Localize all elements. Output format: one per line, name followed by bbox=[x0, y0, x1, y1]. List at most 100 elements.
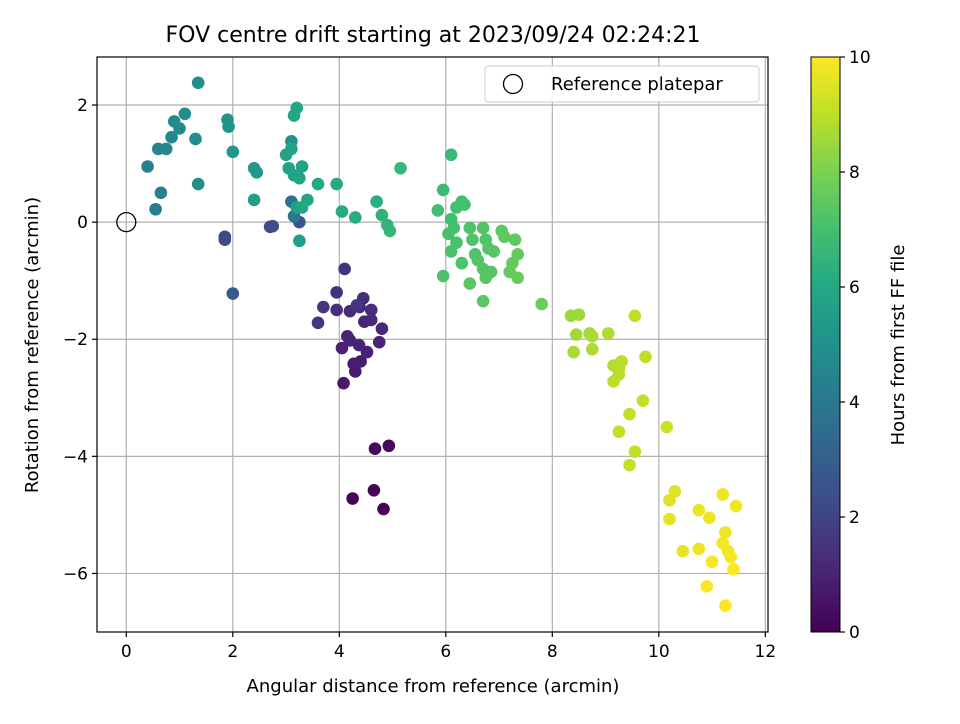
data-point bbox=[337, 376, 350, 390]
data-point bbox=[293, 234, 306, 248]
colorbar-tick-label: 8 bbox=[849, 163, 860, 183]
data-point bbox=[348, 211, 362, 224]
data-point bbox=[290, 101, 304, 115]
data-point bbox=[383, 224, 397, 238]
data-point bbox=[370, 195, 383, 208]
data-point bbox=[567, 345, 580, 359]
data-point bbox=[663, 493, 676, 507]
colorbar: 0 2 4 6 8 10 Hours from first FF file bbox=[810, 48, 909, 643]
x-axis-ticks: 0 2 4 6 8 10 12 bbox=[121, 632, 776, 662]
data-point bbox=[375, 208, 389, 222]
data-point bbox=[660, 420, 674, 434]
y-tick-label: −2 bbox=[63, 330, 88, 350]
data-point bbox=[377, 502, 390, 516]
data-point bbox=[569, 328, 583, 341]
data-point bbox=[585, 342, 599, 356]
data-point bbox=[700, 580, 714, 593]
data-point bbox=[705, 555, 719, 569]
data-point bbox=[364, 313, 378, 327]
data-point bbox=[612, 425, 626, 439]
data-point bbox=[442, 227, 455, 241]
data-point bbox=[455, 256, 469, 270]
data-point bbox=[628, 309, 642, 323]
data-point bbox=[382, 439, 396, 453]
data-point bbox=[639, 350, 652, 364]
colorbar-tick-label: 4 bbox=[849, 393, 860, 413]
legend-box bbox=[484, 65, 760, 103]
colorbar-label: Hours from first FF file bbox=[888, 245, 909, 446]
data-point bbox=[266, 219, 280, 233]
data-point bbox=[444, 148, 458, 162]
data-point bbox=[444, 245, 458, 258]
data-point bbox=[335, 205, 349, 218]
data-point bbox=[466, 233, 479, 246]
data-point bbox=[716, 488, 730, 501]
data-point bbox=[479, 271, 493, 285]
data-point bbox=[623, 407, 636, 421]
x-axis-label: Angular distance from reference (arcmin) bbox=[247, 676, 620, 697]
data-point bbox=[498, 230, 511, 244]
data-point bbox=[330, 177, 343, 191]
data-point bbox=[354, 355, 367, 368]
x-tick-label: 10 bbox=[648, 642, 670, 662]
data-point bbox=[226, 287, 240, 300]
y-axis-ticks: 2 0 −2 −4 −6 bbox=[63, 96, 97, 584]
y-axis-label: Rotation from reference (arcmin) bbox=[22, 197, 43, 493]
data-point bbox=[295, 160, 309, 173]
data-point bbox=[149, 202, 162, 216]
data-point bbox=[615, 355, 628, 368]
colorbar-gradient bbox=[811, 57, 840, 632]
data-point bbox=[394, 161, 407, 175]
data-point bbox=[247, 193, 261, 207]
data-point bbox=[178, 107, 192, 121]
data-point bbox=[340, 330, 354, 343]
data-point bbox=[352, 338, 366, 352]
data-point bbox=[572, 308, 586, 321]
x-tick-label: 8 bbox=[547, 642, 558, 662]
x-tick-label: 6 bbox=[440, 642, 451, 662]
data-point bbox=[330, 286, 343, 299]
data-point bbox=[317, 300, 330, 314]
data-point bbox=[487, 245, 501, 258]
data-point bbox=[719, 599, 732, 612]
data-point bbox=[189, 132, 202, 146]
data-point bbox=[724, 550, 738, 564]
x-tick-label: 2 bbox=[227, 642, 238, 662]
data-point bbox=[141, 160, 154, 173]
data-point bbox=[692, 542, 706, 556]
data-point bbox=[476, 294, 490, 308]
colorbar-tick-label: 0 bbox=[849, 623, 860, 643]
data-point bbox=[612, 368, 626, 381]
data-point bbox=[375, 322, 389, 335]
data-point bbox=[508, 233, 522, 246]
data-point bbox=[335, 341, 349, 355]
legend: Reference platepar bbox=[484, 65, 760, 103]
colorbar-tick-label: 6 bbox=[849, 278, 860, 298]
data-point bbox=[368, 442, 382, 456]
data-point bbox=[463, 277, 477, 290]
data-point bbox=[285, 142, 298, 156]
data-point bbox=[167, 115, 181, 128]
data-point bbox=[463, 221, 477, 235]
data-point bbox=[367, 483, 381, 497]
data-point bbox=[165, 130, 178, 144]
data-point bbox=[293, 171, 306, 185]
data-point bbox=[311, 177, 325, 191]
reference-marker bbox=[116, 211, 137, 233]
data-point bbox=[295, 201, 309, 214]
colorbar-tick-label: 2 bbox=[849, 508, 860, 528]
legend-label: Reference platepar bbox=[551, 74, 723, 95]
x-tick-label: 4 bbox=[334, 642, 345, 662]
colorbar-frame bbox=[810, 56, 841, 633]
data-point bbox=[226, 145, 240, 159]
data-point bbox=[601, 327, 615, 340]
y-tick-label: −4 bbox=[63, 447, 88, 467]
plot-frame bbox=[96, 56, 769, 633]
data-point bbox=[346, 492, 359, 505]
chart-title: FOV centre drift starting at 2023/09/24 … bbox=[166, 23, 701, 48]
data-point bbox=[191, 76, 205, 90]
data-point bbox=[692, 503, 706, 517]
data-point bbox=[663, 512, 676, 526]
